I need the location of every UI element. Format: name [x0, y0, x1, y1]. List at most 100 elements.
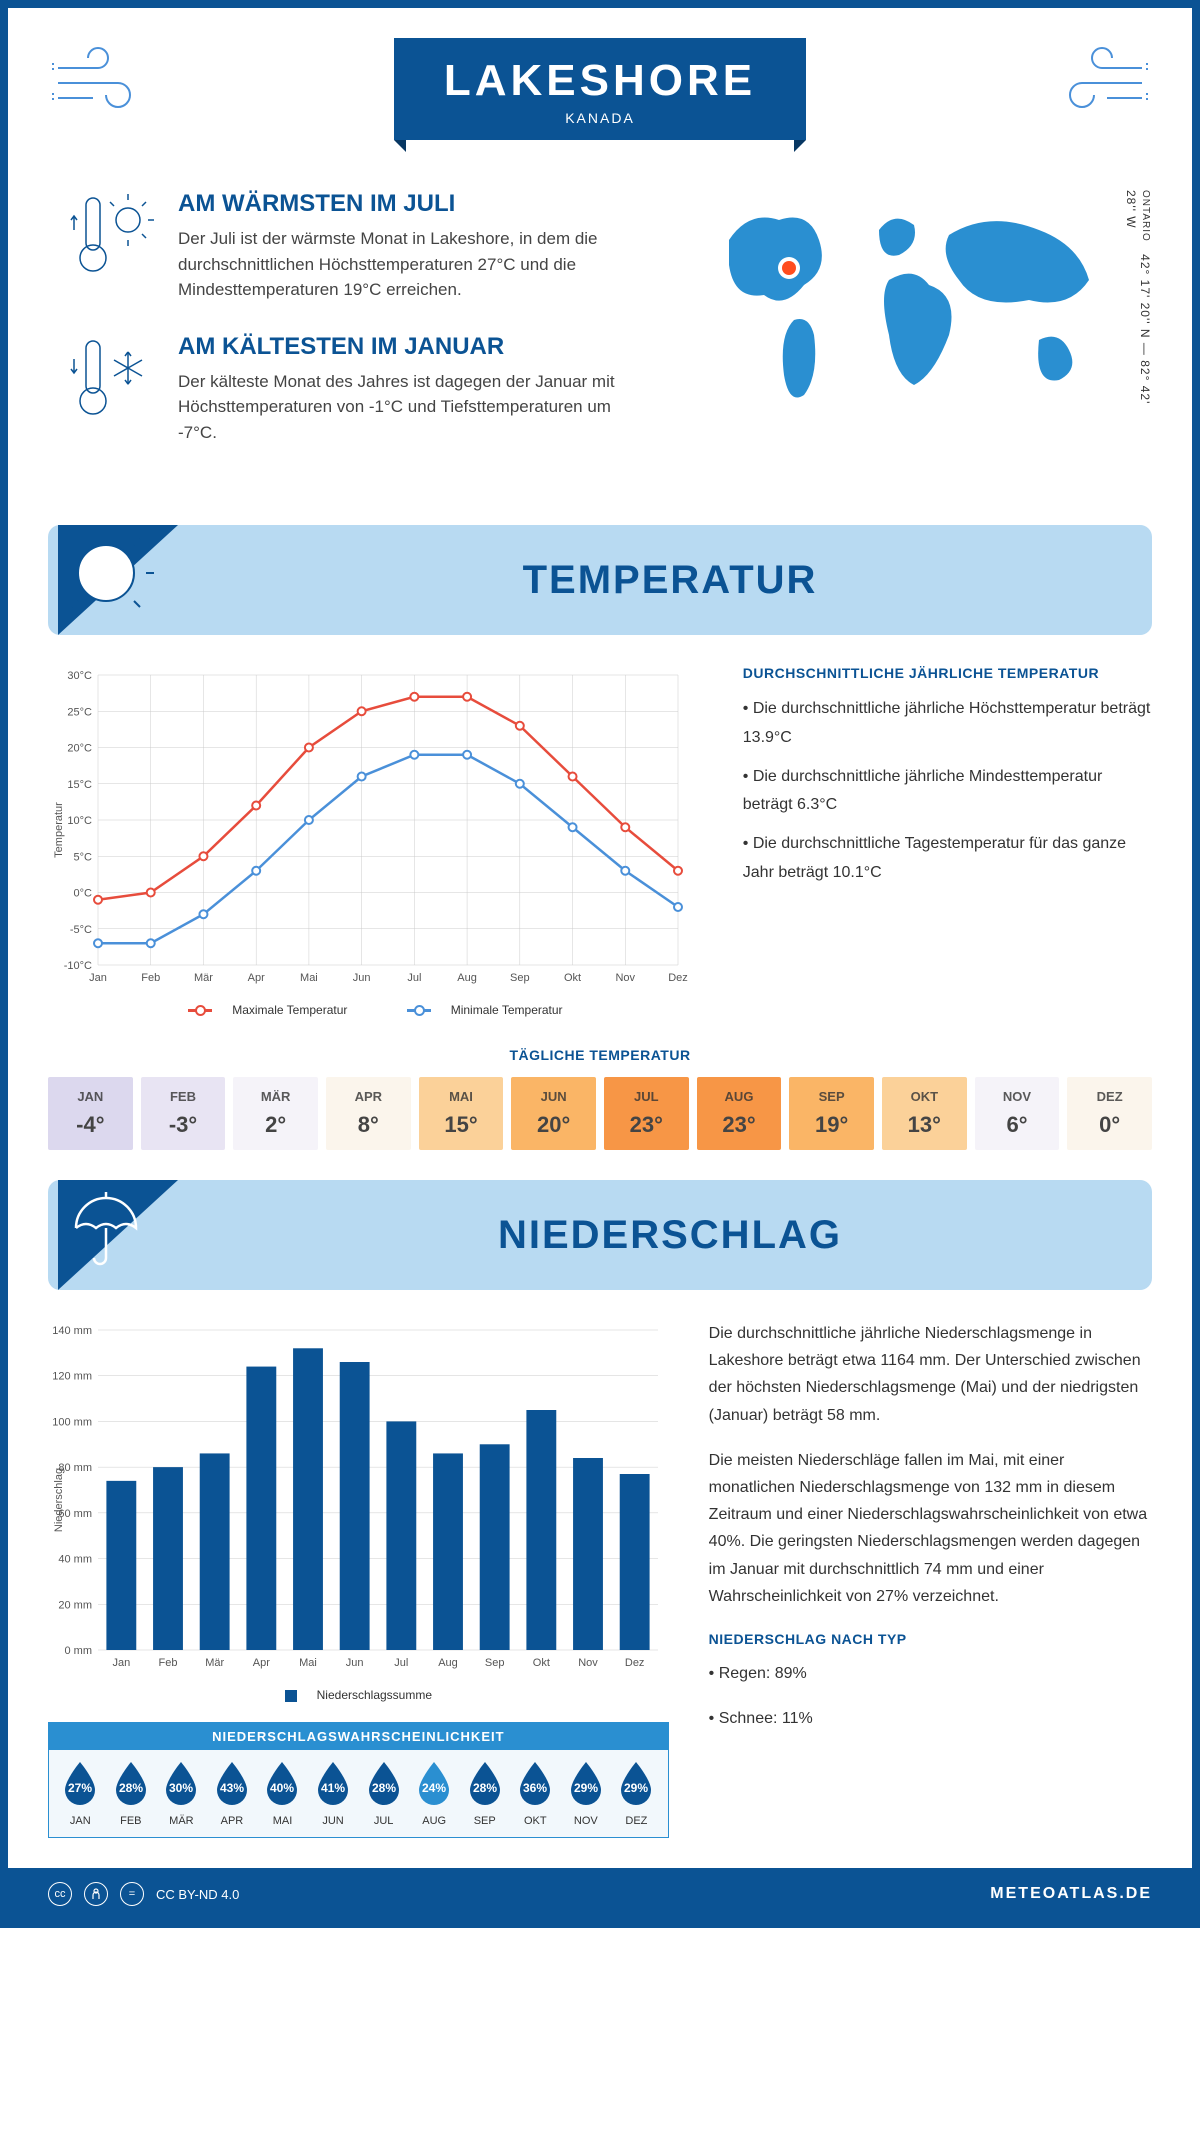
- country-name: KANADA: [444, 110, 756, 126]
- svg-text:120 mm: 120 mm: [52, 1371, 92, 1383]
- raindrop-icon: 28%: [363, 1762, 405, 1804]
- daily-temp-cell: AUG23°: [697, 1077, 782, 1150]
- coldest-title: AM KÄLTESTEN IM JANUAR: [178, 333, 647, 361]
- precip-type-rain: • Regen: 89%: [709, 1660, 1152, 1687]
- wind-icon: [48, 38, 158, 123]
- svg-text:Feb: Feb: [159, 1657, 178, 1669]
- temperature-summary: DURCHSCHNITTLICHE JÄHRLICHE TEMPERATUR •…: [743, 665, 1152, 1017]
- svg-text:Sep: Sep: [510, 972, 530, 984]
- prob-cell: 40%MAI: [259, 1762, 306, 1827]
- daily-temp-cell: SEP19°: [789, 1077, 874, 1150]
- prob-cell: 28%SEP: [461, 1762, 508, 1827]
- svg-text:Mai: Mai: [299, 1657, 317, 1669]
- cc-icon: cc: [48, 1882, 72, 1906]
- svg-text:Mär: Mär: [205, 1657, 224, 1669]
- svg-text:Temperatur: Temperatur: [53, 802, 65, 858]
- raindrop-icon: 24%: [413, 1762, 455, 1804]
- svg-text:40 mm: 40 mm: [58, 1554, 92, 1566]
- svg-text:Apr: Apr: [253, 1657, 270, 1669]
- daily-temp-cell: OKT13°: [882, 1077, 967, 1150]
- raindrop-icon: 29%: [565, 1762, 607, 1804]
- svg-text:Nov: Nov: [615, 972, 635, 984]
- source-label: METEOATLAS.DE: [990, 1885, 1152, 1903]
- section-title: TEMPERATUR: [188, 558, 1152, 603]
- svg-text:30%: 30%: [169, 1781, 193, 1795]
- sun-icon: [48, 525, 188, 635]
- svg-text:0 mm: 0 mm: [65, 1645, 93, 1657]
- chart-legend: Maximale Temperatur Minimale Temperatur: [48, 1003, 703, 1017]
- daily-temp-cell: DEZ0°: [1067, 1077, 1152, 1150]
- svg-text:100 mm: 100 mm: [52, 1416, 92, 1428]
- precipitation-bar-chart: 0 mm20 mm40 mm60 mm80 mm100 mm120 mm140 …: [48, 1320, 669, 1838]
- daily-temp-grid: JAN-4°FEB-3°MÄR2°APR8°MAI15°JUN20°JUL23°…: [48, 1077, 1152, 1150]
- thermometer-snow-icon: [68, 333, 158, 446]
- svg-text:5°C: 5°C: [74, 851, 93, 863]
- prob-cell: 24%AUG: [411, 1762, 458, 1827]
- raindrop-icon: 27%: [59, 1762, 101, 1804]
- precip-type-snow: • Schnee: 11%: [709, 1705, 1152, 1732]
- svg-text:0°C: 0°C: [74, 888, 93, 900]
- svg-text:43%: 43%: [220, 1781, 244, 1795]
- lat-label: 42° 17' 20'' N: [1138, 254, 1152, 338]
- footer: cc = CC BY-ND 4.0 METEOATLAS.DE: [8, 1868, 1192, 1920]
- raindrop-icon: 28%: [464, 1762, 506, 1804]
- svg-text:25°C: 25°C: [67, 706, 92, 718]
- license-block: cc = CC BY-ND 4.0: [48, 1882, 239, 1906]
- svg-text:Jul: Jul: [394, 1657, 408, 1669]
- prob-cell: 28%FEB: [108, 1762, 155, 1827]
- daily-temp-cell: APR8°: [326, 1077, 411, 1150]
- prob-cell: 36%OKT: [512, 1762, 559, 1827]
- svg-text:Mai: Mai: [300, 972, 318, 984]
- svg-text:30°C: 30°C: [67, 670, 92, 682]
- precip-para: Die durchschnittliche jährliche Niedersc…: [709, 1320, 1152, 1429]
- license-text: CC BY-ND 4.0: [156, 1887, 239, 1902]
- precipitation-section: NIEDERSCHLAG 0 mm20 mm40 mm60 mm80 mm100…: [48, 1180, 1152, 1838]
- svg-text:40%: 40%: [270, 1781, 294, 1795]
- svg-text:Dez: Dez: [625, 1657, 645, 1669]
- section-title: NIEDERSCHLAG: [188, 1213, 1152, 1258]
- svg-text:Mär: Mär: [194, 972, 213, 984]
- warmest-title: AM WÄRMSTEN IM JULI: [178, 190, 647, 218]
- precipitation-probability-box: NIEDERSCHLAGSWAHRSCHEINLICHKEIT 27%JAN28…: [48, 1722, 669, 1838]
- svg-text:Aug: Aug: [457, 972, 477, 984]
- daily-temp-cell: MAI15°: [419, 1077, 504, 1150]
- precip-type-title: NIEDERSCHLAG NACH TYP: [709, 1628, 1152, 1652]
- intro-section: AM WÄRMSTEN IM JULI Der Juli ist der wär…: [8, 150, 1192, 515]
- raindrop-icon: 43%: [211, 1762, 253, 1804]
- svg-text:20°C: 20°C: [67, 743, 92, 755]
- raindrop-icon: 29%: [615, 1762, 657, 1804]
- city-name: LAKESHORE: [444, 56, 756, 106]
- svg-text:24%: 24%: [422, 1781, 446, 1795]
- svg-text:20 mm: 20 mm: [58, 1599, 92, 1611]
- svg-text:Aug: Aug: [438, 1657, 458, 1669]
- summary-title: DURCHSCHNITTLICHE JÄHRLICHE TEMPERATUR: [743, 665, 1152, 681]
- warmest-block: AM WÄRMSTEN IM JULI Der Juli ist der wär…: [68, 190, 647, 303]
- precipitation-summary: Die durchschnittliche jährliche Niedersc…: [709, 1320, 1152, 1838]
- nd-icon: =: [120, 1882, 144, 1906]
- svg-text:-5°C: -5°C: [70, 924, 92, 936]
- prob-grid: 27%JAN28%FEB30%MÄR43%APR40%MAI41%JUN28%J…: [49, 1750, 668, 1837]
- temperature-section: TEMPERATUR -10°C-5°C0°C5°C10°C15°C20°C25…: [48, 525, 1152, 1150]
- svg-text:41%: 41%: [321, 1781, 345, 1795]
- wind-icon: [1042, 38, 1152, 123]
- daily-temp-cell: FEB-3°: [141, 1077, 226, 1150]
- daily-temp-cell: JUN20°: [511, 1077, 596, 1150]
- world-map-icon: [699, 190, 1119, 420]
- daily-temp-cell: MÄR2°: [233, 1077, 318, 1150]
- svg-text:28%: 28%: [119, 1781, 143, 1795]
- svg-text:Jul: Jul: [407, 972, 421, 984]
- svg-text:29%: 29%: [574, 1781, 598, 1795]
- chart-legend: Niederschlagssumme: [48, 1688, 669, 1702]
- summary-point: • Die durchschnittliche jährliche Mindes…: [743, 763, 1152, 821]
- svg-text:Jun: Jun: [346, 1657, 364, 1669]
- daily-temp-title: TÄGLICHE TEMPERATUR: [48, 1047, 1152, 1063]
- svg-text:15°C: 15°C: [67, 779, 92, 791]
- svg-text:Okt: Okt: [533, 1657, 550, 1669]
- prob-title: NIEDERSCHLAGSWAHRSCHEINLICHKEIT: [49, 1723, 668, 1750]
- summary-point: • Die durchschnittliche jährliche Höchst…: [743, 695, 1152, 753]
- svg-text:Sep: Sep: [485, 1657, 505, 1669]
- infographic-page: LAKESHORE KANADA AM WÄRMSTEN IM JULI Der…: [0, 0, 1200, 1928]
- prob-cell: 29%NOV: [563, 1762, 610, 1827]
- region-label: ONTARIO: [1140, 190, 1151, 242]
- section-header: NIEDERSCHLAG: [48, 1180, 1152, 1290]
